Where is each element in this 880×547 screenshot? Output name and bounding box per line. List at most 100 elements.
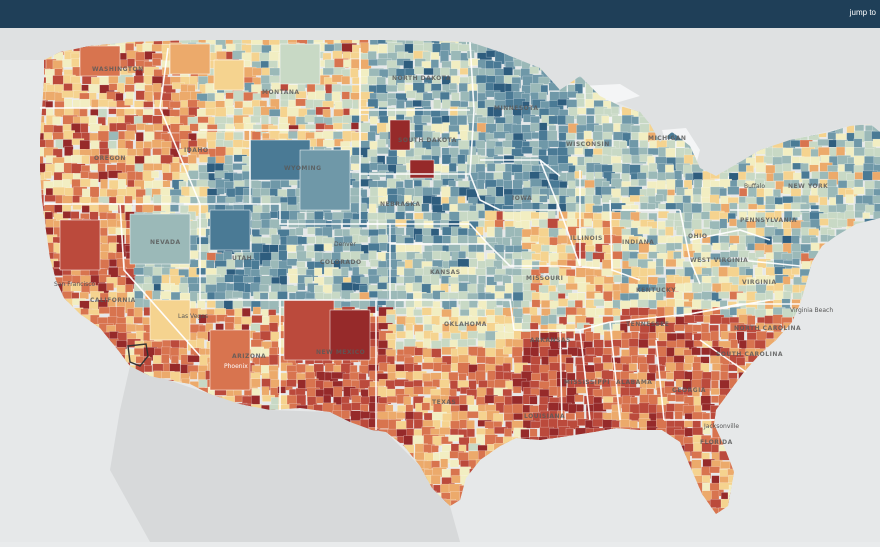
county-cell[interactable] [674, 243, 681, 250]
county-cell[interactable] [613, 259, 621, 268]
county-cell[interactable] [676, 227, 683, 236]
county-cell[interactable] [442, 236, 451, 244]
county-cell[interactable] [188, 355, 201, 362]
county-cell[interactable] [361, 115, 368, 122]
county-cell[interactable] [611, 156, 621, 164]
county-cell[interactable] [666, 372, 674, 379]
county-cell[interactable] [783, 277, 791, 286]
county-cell[interactable] [684, 363, 692, 370]
county-cell[interactable] [594, 299, 604, 306]
county-cell[interactable] [91, 179, 99, 187]
county-cell[interactable] [162, 340, 171, 348]
county-cell[interactable] [827, 180, 836, 188]
county-cell[interactable] [711, 371, 720, 380]
county-cell[interactable] [667, 395, 676, 402]
county-cell[interactable] [406, 91, 416, 99]
county-cell[interactable] [378, 355, 387, 364]
county-cell[interactable] [576, 405, 584, 412]
county-cell[interactable] [396, 308, 407, 314]
county-cell[interactable] [342, 76, 350, 84]
county-cell[interactable] [251, 379, 260, 387]
county-cell[interactable] [566, 413, 575, 420]
county-cell[interactable] [639, 339, 649, 348]
county-cell[interactable] [774, 173, 785, 181]
county-cell[interactable] [557, 99, 567, 105]
county-cell[interactable] [575, 395, 584, 402]
county-cell[interactable] [378, 340, 388, 348]
county-cell[interactable] [378, 44, 387, 53]
county-cell[interactable] [252, 132, 261, 141]
county-cell[interactable] [585, 332, 593, 343]
county-cell[interactable] [566, 283, 578, 289]
county-cell[interactable] [468, 339, 476, 346]
county-cell[interactable] [188, 155, 196, 164]
county-cell[interactable] [134, 268, 145, 275]
county-cell[interactable] [468, 211, 480, 221]
county-cell[interactable] [406, 213, 414, 220]
county-cell[interactable] [323, 101, 334, 108]
county-cell[interactable] [612, 340, 621, 348]
county-cell[interactable] [449, 163, 456, 172]
county-cell[interactable] [234, 132, 244, 140]
county-cell[interactable] [378, 235, 388, 244]
county-cell[interactable] [143, 196, 150, 204]
county-cell[interactable] [765, 291, 773, 300]
county-cell[interactable] [809, 229, 819, 236]
county-cell[interactable] [764, 181, 775, 188]
county-cell[interactable] [792, 259, 799, 269]
county-cell[interactable] [792, 268, 800, 275]
county-cell[interactable] [648, 300, 656, 309]
county-cell[interactable] [467, 429, 475, 437]
county-cell[interactable] [80, 292, 89, 299]
county-cell[interactable] [422, 115, 431, 123]
county-cell[interactable] [720, 219, 727, 229]
county-cell[interactable] [577, 108, 586, 115]
county-cell[interactable] [387, 291, 398, 300]
county-cell[interactable] [278, 387, 286, 394]
county-cell[interactable] [603, 291, 612, 301]
county-cell[interactable] [458, 115, 467, 125]
county-cell[interactable] [440, 427, 450, 434]
county-cell[interactable] [269, 109, 281, 116]
county-cell[interactable] [397, 267, 404, 275]
county-cell[interactable] [53, 132, 65, 139]
county-cell[interactable] [503, 389, 512, 396]
county-cell[interactable] [332, 75, 343, 82]
county-cell[interactable] [594, 357, 602, 363]
county-cell[interactable] [793, 293, 802, 300]
county-cell[interactable] [118, 179, 126, 189]
county-cell[interactable] [604, 277, 615, 284]
county-cell[interactable] [810, 165, 819, 172]
county-cell[interactable] [143, 284, 154, 291]
county-cell[interactable] [422, 308, 433, 316]
county-cell[interactable] [809, 195, 819, 202]
county-cell[interactable] [451, 51, 461, 61]
county-cell[interactable] [296, 228, 303, 235]
county-cell[interactable] [656, 267, 664, 275]
county-cell[interactable] [152, 171, 159, 178]
county-cell[interactable] [406, 419, 413, 428]
county-cell[interactable] [369, 59, 379, 66]
county-cell[interactable] [640, 140, 648, 148]
county-cell[interactable] [190, 372, 197, 380]
county-cell[interactable] [415, 235, 423, 242]
county-cell[interactable] [307, 237, 316, 244]
county-cell[interactable] [494, 172, 504, 180]
county-cell[interactable] [46, 108, 53, 116]
county-cell[interactable] [458, 259, 471, 267]
county-cell[interactable] [585, 245, 594, 252]
county-cell[interactable] [397, 331, 407, 338]
county-cell[interactable] [638, 179, 646, 186]
county-cell[interactable] [575, 148, 583, 155]
county-cell[interactable] [613, 291, 621, 301]
county-cell[interactable] [629, 363, 637, 370]
county-cell[interactable] [467, 420, 475, 429]
county-cell[interactable] [800, 204, 809, 213]
county-cell[interactable] [53, 117, 61, 125]
county-cell[interactable] [225, 99, 234, 108]
county-cell[interactable] [415, 317, 423, 324]
county-cell[interactable] [107, 283, 114, 290]
county-cell[interactable] [602, 355, 611, 363]
county-cell[interactable] [252, 68, 261, 76]
county-cell[interactable] [596, 308, 605, 315]
